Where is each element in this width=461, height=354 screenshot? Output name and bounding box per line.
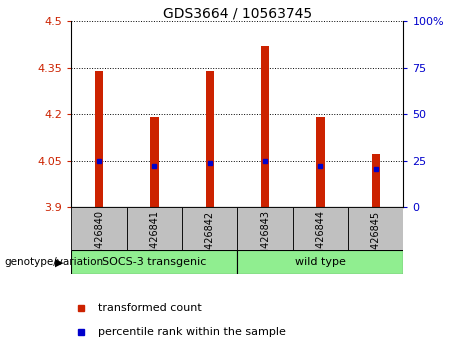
Text: GSM426840: GSM426840 [94, 211, 104, 269]
Bar [127, 207, 182, 250]
Bar [182, 207, 237, 250]
Text: GSM426845: GSM426845 [371, 211, 381, 270]
Bar [95, 71, 103, 207]
Bar [348, 207, 403, 250]
Text: SOCS-3 transgenic: SOCS-3 transgenic [102, 257, 207, 267]
Title: GDS3664 / 10563745: GDS3664 / 10563745 [163, 6, 312, 20]
Text: wild type: wild type [295, 257, 346, 267]
Bar [237, 207, 293, 250]
Text: GSM426844: GSM426844 [315, 211, 325, 269]
Bar [372, 154, 380, 207]
Text: ▶: ▶ [55, 257, 64, 267]
Text: genotype/variation: genotype/variation [5, 257, 104, 267]
Bar [316, 117, 325, 207]
Text: GSM426843: GSM426843 [260, 211, 270, 269]
Bar [237, 250, 403, 274]
Bar [293, 207, 348, 250]
Bar [261, 46, 269, 207]
Text: percentile rank within the sample: percentile rank within the sample [98, 327, 286, 337]
Bar [206, 71, 214, 207]
Bar [150, 117, 159, 207]
Text: GSM426842: GSM426842 [205, 211, 215, 270]
Text: transformed count: transformed count [98, 303, 202, 313]
Text: GSM426841: GSM426841 [149, 211, 160, 269]
Bar [71, 250, 237, 274]
Bar [71, 207, 127, 250]
